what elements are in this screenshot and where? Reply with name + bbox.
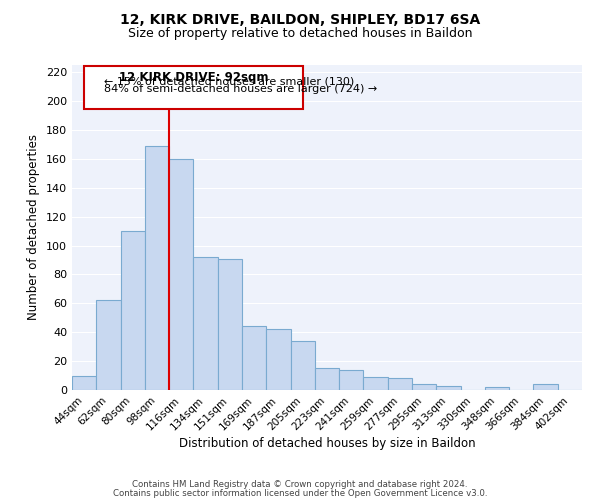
Text: Contains public sector information licensed under the Open Government Licence v3: Contains public sector information licen… xyxy=(113,488,487,498)
Bar xyxy=(436,386,461,390)
Bar xyxy=(266,330,290,390)
Text: Size of property relative to detached houses in Baildon: Size of property relative to detached ho… xyxy=(128,28,472,40)
X-axis label: Distribution of detached houses by size in Baildon: Distribution of detached houses by size … xyxy=(179,438,475,450)
Text: 12, KIRK DRIVE, BAILDON, SHIPLEY, BD17 6SA: 12, KIRK DRIVE, BAILDON, SHIPLEY, BD17 6… xyxy=(120,12,480,26)
Bar xyxy=(218,258,242,390)
Bar xyxy=(533,384,558,390)
Bar xyxy=(485,387,509,390)
Bar xyxy=(193,257,218,390)
Bar xyxy=(290,341,315,390)
Bar xyxy=(121,231,145,390)
Y-axis label: Number of detached properties: Number of detached properties xyxy=(28,134,40,320)
Bar xyxy=(72,376,96,390)
Bar xyxy=(339,370,364,390)
Text: Contains HM Land Registry data © Crown copyright and database right 2024.: Contains HM Land Registry data © Crown c… xyxy=(132,480,468,489)
Bar xyxy=(412,384,436,390)
Bar xyxy=(169,159,193,390)
Bar xyxy=(96,300,121,390)
Bar xyxy=(388,378,412,390)
Bar xyxy=(364,377,388,390)
Bar xyxy=(145,146,169,390)
Text: 84% of semi-detached houses are larger (724) →: 84% of semi-detached houses are larger (… xyxy=(104,84,377,94)
Text: 12 KIRK DRIVE: 92sqm: 12 KIRK DRIVE: 92sqm xyxy=(119,71,268,84)
Bar xyxy=(315,368,339,390)
Bar xyxy=(242,326,266,390)
FancyBboxPatch shape xyxy=(84,66,303,109)
Text: ← 15% of detached houses are smaller (130): ← 15% of detached houses are smaller (13… xyxy=(104,76,354,86)
